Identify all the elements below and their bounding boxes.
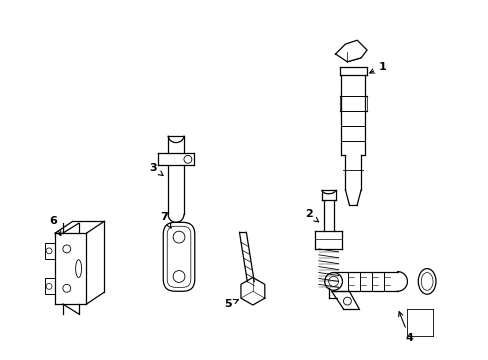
Text: 4: 4 (398, 312, 412, 342)
Text: 5: 5 (224, 299, 238, 309)
Text: 2: 2 (305, 210, 318, 222)
Text: 1: 1 (369, 62, 386, 73)
Text: 7: 7 (160, 212, 171, 228)
Text: 6: 6 (49, 216, 61, 235)
Text: 3: 3 (149, 163, 163, 176)
Bar (45, 278, 55, 294)
Bar (45, 243, 55, 259)
